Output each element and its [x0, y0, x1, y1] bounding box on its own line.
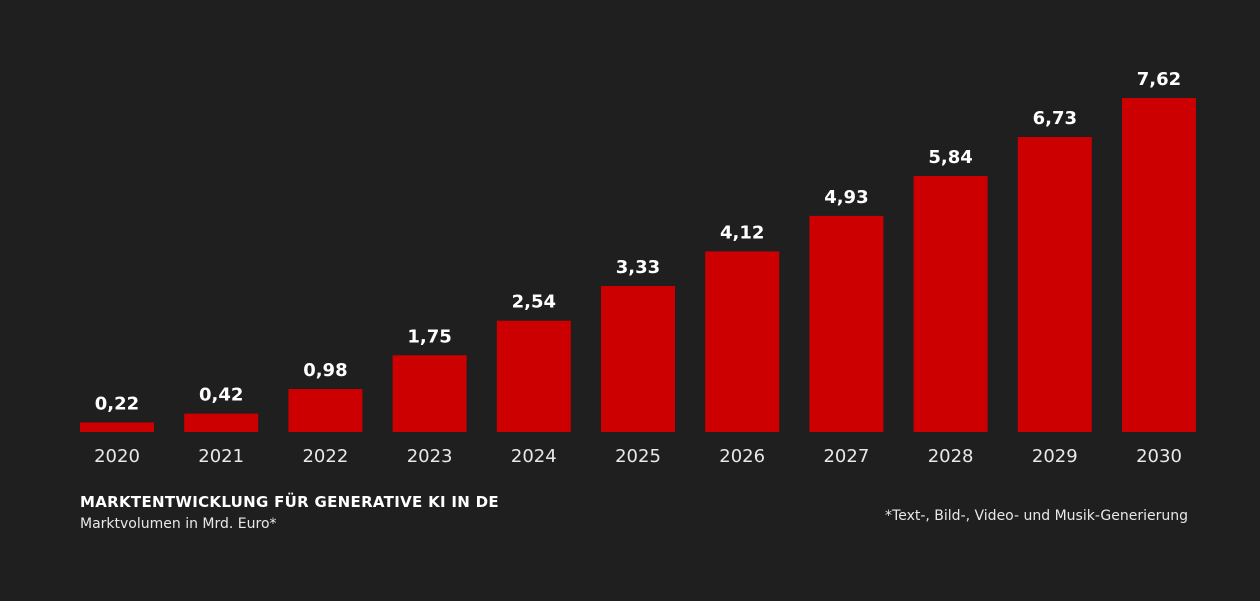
bar-2022 — [288, 389, 363, 432]
bar-2028 — [913, 176, 988, 432]
x-tick-label-2029: 2029 — [1032, 446, 1078, 467]
value-label-2024: 2,54 — [512, 292, 556, 313]
x-tick-label-2025: 2025 — [615, 446, 661, 467]
bar-2029 — [1017, 137, 1092, 432]
value-label-2029: 6,73 — [1033, 108, 1077, 129]
x-tick-label-2023: 2023 — [407, 446, 453, 467]
x-tick-label-2026: 2026 — [719, 446, 765, 467]
bar-2030 — [1122, 98, 1196, 432]
x-tick-label-2027: 2027 — [823, 446, 869, 467]
bar-2023 — [392, 355, 467, 432]
value-label-2021: 0,42 — [199, 385, 243, 406]
bar-2025 — [601, 286, 675, 432]
bar-2027 — [809, 215, 884, 432]
chart-footnote: *Text-, Bild-, Video- und Musik-Generier… — [885, 508, 1188, 524]
chart-title: MARKTENTWICKLUNG FÜR GENERATIVE KI IN DE — [80, 493, 499, 511]
value-label-2026: 4,12 — [720, 222, 764, 243]
x-tick-label-2028: 2028 — [928, 446, 974, 467]
value-label-2023: 1,75 — [407, 326, 451, 347]
x-tick-label-2020: 2020 — [94, 446, 140, 467]
value-label-2022: 0,98 — [303, 360, 347, 381]
x-tick-label-2021: 2021 — [198, 446, 244, 467]
x-tick-label-2030: 2030 — [1136, 446, 1182, 467]
bar-2026 — [705, 251, 780, 432]
value-label-2025: 3,33 — [616, 257, 660, 278]
x-tick-label-2022: 2022 — [302, 446, 348, 467]
bar-2020 — [80, 422, 154, 432]
value-label-2027: 4,93 — [824, 187, 868, 208]
chart-subtitle: Marktvolumen in Mrd. Euro* — [80, 516, 277, 532]
value-label-2020: 0,22 — [95, 393, 139, 414]
bar-2021 — [184, 413, 259, 432]
value-label-2030: 7,62 — [1137, 69, 1181, 90]
value-label-2028: 5,84 — [928, 147, 972, 168]
bar-2024 — [496, 320, 571, 432]
x-tick-label-2024: 2024 — [511, 446, 557, 467]
